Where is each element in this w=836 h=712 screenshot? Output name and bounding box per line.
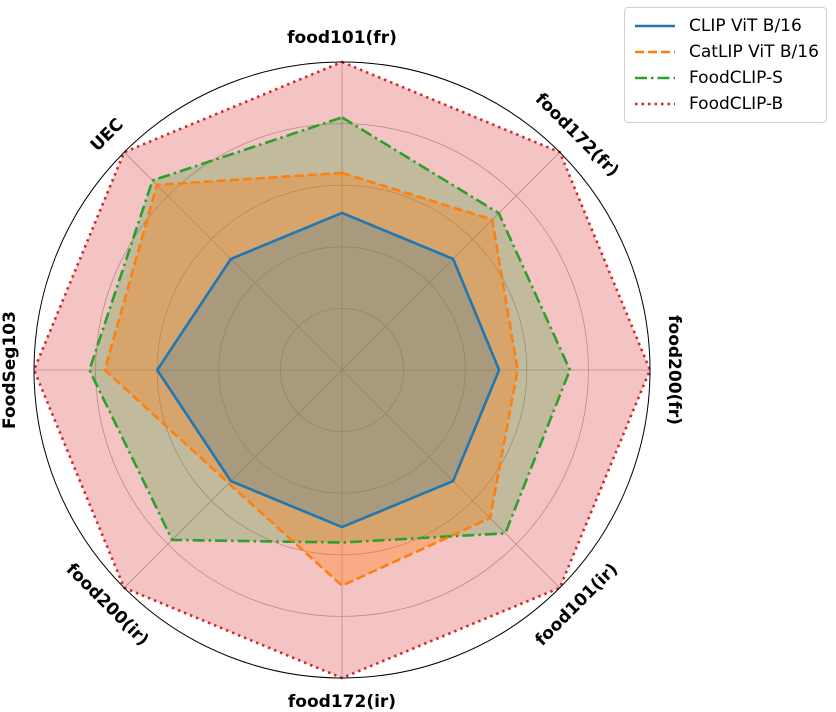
series-fill-3 [34, 62, 650, 678]
legend-item-catlip-vit-b16: CatLIP ViT B/16 [633, 39, 819, 65]
legend-swatch [635, 76, 675, 80]
legend-swatch [635, 24, 675, 28]
axis-label: food200(fr) [664, 315, 684, 425]
series-fill-2 [89, 117, 570, 543]
series-line-2 [88, 116, 572, 544]
outer-frame [33, 61, 651, 679]
legend-swatch [635, 50, 675, 54]
legend-label: CatLIP ViT B/16 [689, 42, 819, 62]
grid [34, 62, 650, 678]
legend-label: FoodCLIP-S [689, 68, 783, 88]
grid-spoke [341, 369, 561, 589]
legend-label: FoodCLIP-B [689, 94, 784, 114]
axis-label: FoodSeg103 [0, 311, 20, 429]
legend: CLIP ViT B/16 CatLIP ViT B/16 FoodCLIP-S… [624, 7, 827, 123]
legend-label: CLIP ViT B/16 [689, 16, 802, 36]
legend-item-foodclip-b: FoodCLIP-B [633, 91, 783, 117]
legend-item-clip-vit-b16: CLIP ViT B/16 [633, 13, 802, 39]
legend-swatch [635, 102, 675, 106]
series-fill-0 [157, 212, 500, 528]
axis-label: UEC [87, 115, 128, 156]
series-line-1 [103, 171, 519, 587]
legend-item-foodclip-s: FoodCLIP-S [633, 65, 783, 91]
grid-spoke [123, 369, 343, 589]
axis-label: food101(fr) [287, 28, 397, 48]
grid-spoke [123, 151, 343, 371]
series-line-0 [155, 211, 501, 529]
axis-label: food172(ir) [288, 692, 396, 712]
grid-spoke [341, 151, 561, 371]
series-layer [32, 60, 652, 680]
series-fill-1 [104, 172, 518, 586]
